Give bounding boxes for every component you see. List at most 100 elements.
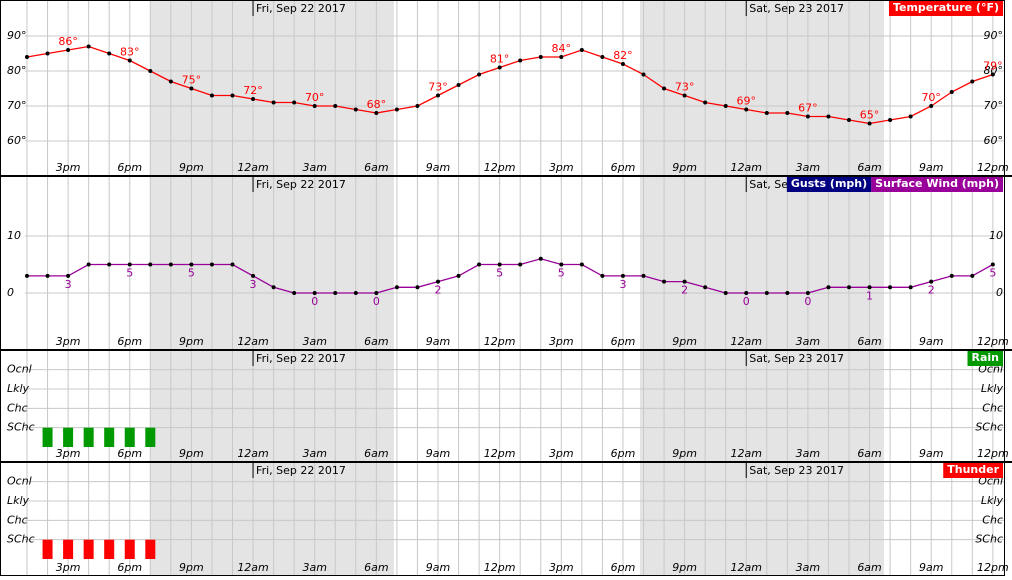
x-tick-label: 3am: [302, 561, 326, 574]
data-point: [990, 262, 995, 267]
x-tick-label: 9pm: [672, 447, 697, 460]
legend-swatch: [967, 350, 1003, 366]
x-tick-label: 6am: [857, 447, 881, 460]
data-point: [949, 273, 954, 278]
y-tick-label: Chc: [7, 513, 28, 526]
y-tick-label-right: Lkly: [981, 382, 1004, 395]
data-point: [764, 291, 769, 295]
x-tick-label: 3pm: [56, 561, 81, 574]
data-point: [353, 291, 358, 295]
date-label: Fri, Sep 22 2017: [256, 464, 346, 477]
data-point: [703, 285, 708, 290]
value-label: 5: [496, 267, 503, 280]
x-tick-label: 12pm: [977, 561, 1009, 574]
y-tick-label: Chc: [7, 401, 28, 414]
x-tick-label: 3pm: [56, 161, 81, 174]
x-tick-label: 12am: [237, 447, 268, 460]
x-tick-label: 9pm: [179, 161, 204, 174]
data-point: [559, 262, 564, 267]
value-label: 73°: [675, 81, 695, 94]
y-tick-label: SChc: [7, 533, 35, 546]
x-tick-label: 9pm: [179, 561, 204, 574]
x-tick-label: 9am: [426, 561, 450, 574]
x-tick-label: 12am: [237, 335, 268, 348]
data-point: [477, 262, 482, 267]
x-tick-label: 3am: [796, 447, 820, 460]
y-tick-label-right: 60°: [984, 134, 1004, 147]
x-tick-label: 6pm: [117, 161, 142, 174]
y-tick-label: 0: [7, 286, 14, 299]
value-label: 81°: [490, 53, 510, 66]
value-label: 84°: [552, 42, 572, 55]
value-label: 86°: [58, 35, 78, 48]
x-tick-label: 12am: [731, 161, 762, 174]
date-label: Sat, Sep 23 2017: [749, 352, 844, 365]
data-point: [826, 285, 831, 290]
legend-label: Thunder: [947, 463, 999, 476]
data-point: [66, 273, 71, 278]
x-tick-label: 3pm: [56, 447, 81, 460]
data-point: [168, 262, 173, 267]
bar: [124, 539, 135, 559]
y-tick-label-right: Chc: [982, 401, 1003, 414]
legend-swatch: [786, 176, 872, 192]
bar: [63, 539, 74, 559]
data-point: [374, 291, 379, 295]
data-point: [785, 291, 790, 295]
bar: [42, 427, 53, 447]
x-tick-label: 12pm: [484, 161, 516, 174]
data-point: [456, 83, 461, 87]
grid-layer: [25, 0, 1004, 576]
x-tick-label: 9am: [426, 335, 450, 348]
legend-label: Surface Wind (mph): [875, 177, 999, 190]
x-tick-label: 9pm: [672, 335, 697, 348]
data-point: [538, 55, 543, 59]
data-point: [107, 51, 112, 56]
data-point: [600, 55, 605, 59]
value-label: 73°: [428, 81, 448, 94]
data-point: [271, 285, 276, 290]
date-label: Sat, Sep 23 2017: [749, 464, 844, 477]
legend-label: Temperature (°F): [893, 1, 999, 14]
x-tick-label: 3am: [796, 561, 820, 574]
x-tick-label: 9pm: [179, 335, 204, 348]
legend-label: Gusts (mph): [791, 177, 867, 190]
data-point: [230, 262, 235, 267]
x-tick-label: 6am: [364, 561, 388, 574]
legend-label: Rain: [972, 351, 1000, 364]
value-label: 0: [743, 295, 750, 308]
data-point: [477, 72, 482, 77]
data-point: [394, 285, 399, 290]
value-label: 82°: [613, 49, 633, 62]
bar: [124, 427, 135, 447]
x-tick-label: 6pm: [611, 447, 636, 460]
bar: [104, 539, 115, 559]
x-tick-label: 9pm: [672, 561, 697, 574]
data-point: [990, 72, 995, 77]
data-point: [764, 111, 769, 115]
date-label: Sat, Sep 23 2017: [749, 2, 844, 15]
data-point: [127, 262, 132, 267]
y-tick-label-right: Chc: [982, 513, 1003, 526]
y-tick-label: 10: [7, 229, 21, 242]
x-tick-label: 12am: [731, 447, 762, 460]
x-tick-label: 3am: [302, 447, 326, 460]
y-tick-label-right: 70°: [984, 99, 1004, 112]
data-point: [107, 262, 112, 267]
y-tick-label: Lkly: [7, 382, 30, 395]
x-tick-label: 12am: [731, 561, 762, 574]
x-tick-label: 3am: [796, 335, 820, 348]
y-tick-label: Ocnl: [7, 363, 32, 376]
data-point: [888, 118, 893, 122]
data-point: [929, 104, 934, 108]
bar: [63, 427, 74, 447]
data-point: [312, 104, 317, 108]
data-point: [703, 100, 708, 105]
value-label: 0: [373, 295, 380, 308]
x-tick-label: 12pm: [977, 447, 1009, 460]
x-tick-label: 12am: [731, 335, 762, 348]
x-tick-label: 9am: [426, 447, 450, 460]
x-tick-label: 3am: [302, 335, 326, 348]
data-point: [148, 69, 153, 73]
data-point: [45, 273, 50, 278]
